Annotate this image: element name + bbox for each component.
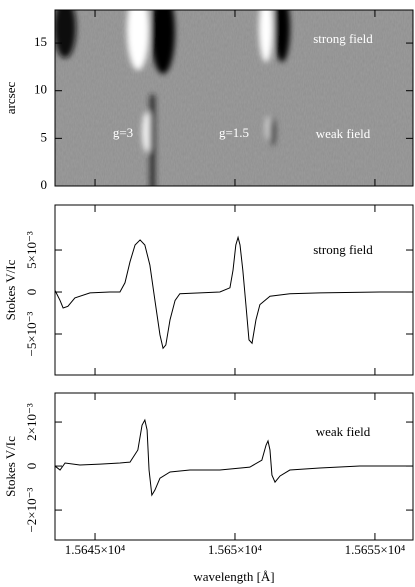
y-tick-label: 10 (34, 82, 47, 97)
x-tick-label: 1.565×10⁴ (208, 542, 263, 557)
y-tick-label: 5×10⁻³ (24, 231, 39, 269)
annotation: weak field (316, 424, 371, 439)
annotation: g=3 (113, 125, 133, 140)
y-axis-label: Stokes V/Ic (3, 259, 18, 320)
y-tick-label: −2×10⁻³ (24, 488, 39, 533)
spectrogram-image (55, 10, 413, 186)
plot-frame (54, 392, 414, 541)
y-axis-label: Stokes V/Ic (3, 436, 18, 497)
annotation: g=1.5 (219, 125, 249, 140)
annotation: strong field (313, 242, 373, 257)
plot-frame (54, 9, 414, 187)
x-axis-label: wavelength [Å] (193, 569, 274, 584)
y-tick-label: 0 (24, 463, 39, 470)
annotation: strong field (313, 31, 373, 46)
y-tick-label: 15 (34, 34, 47, 49)
y-tick-label: −5×10⁻³ (24, 311, 39, 356)
y-tick-label: 2×10⁻³ (24, 403, 39, 441)
data-line (54, 235, 413, 350)
y-tick-label: 0 (24, 289, 39, 296)
annotation: weak field (316, 126, 371, 141)
y-tick-label: 0 (41, 177, 48, 192)
x-tick-label: 1.5655×10⁴ (345, 542, 406, 557)
y-tick-label: 5 (41, 129, 48, 144)
x-tick-label: 1.5645×10⁴ (65, 542, 126, 557)
plot-frame (54, 204, 414, 376)
data-line (54, 418, 413, 497)
y-axis-label: arcsec (3, 82, 18, 115)
